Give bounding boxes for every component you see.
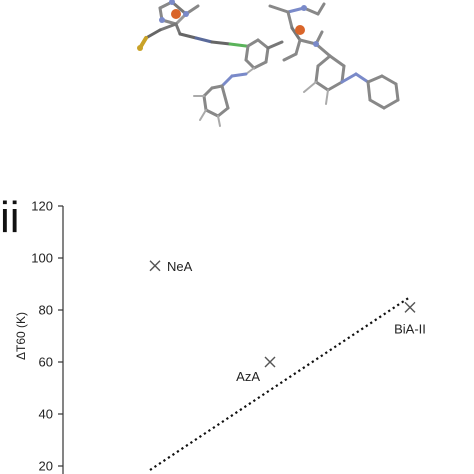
right-complex-fragment: [268, 2, 332, 62]
lower-left-phenyl: [193, 84, 230, 127]
data-point-bia-ii: BiA-II: [394, 301, 426, 336]
x-marker-stroke: [149, 260, 161, 272]
lower-right-phenyl: [303, 54, 400, 110]
x-marker-stroke: [264, 356, 276, 368]
panel-label: ii: [0, 193, 20, 242]
y-tick-label: 80: [39, 303, 53, 318]
y-tick-label: 120: [31, 199, 53, 214]
y-tick-label: 40: [39, 407, 53, 422]
molecular-structure-image: [137, 0, 400, 127]
central-ring-fragment: [220, 38, 284, 88]
scatter-chart: 20 40 60 80 100 120 ΔT60 (K) NeA AzA BiA-II: [14, 199, 426, 474]
y-tick-label: 20: [39, 459, 53, 474]
y-tick-label: 60: [39, 355, 53, 370]
x-marker-stroke: [404, 301, 416, 313]
y-axis-ticks: 20 40 60 80 100 120: [31, 199, 63, 474]
y-tick-label: 100: [31, 251, 53, 266]
data-point-aza: AzA: [236, 356, 276, 384]
data-point-nea: NeA: [149, 259, 193, 274]
y-axis-label: ΔT60 (K): [14, 312, 28, 360]
left-complex-fragment: [137, 0, 248, 51]
trend-line: [149, 296, 411, 471]
data-point-label: BiA-II: [394, 321, 426, 336]
data-point-label: NeA: [167, 259, 193, 274]
data-point-label: AzA: [236, 369, 260, 384]
data-points: NeA AzA BiA-II: [149, 259, 426, 384]
